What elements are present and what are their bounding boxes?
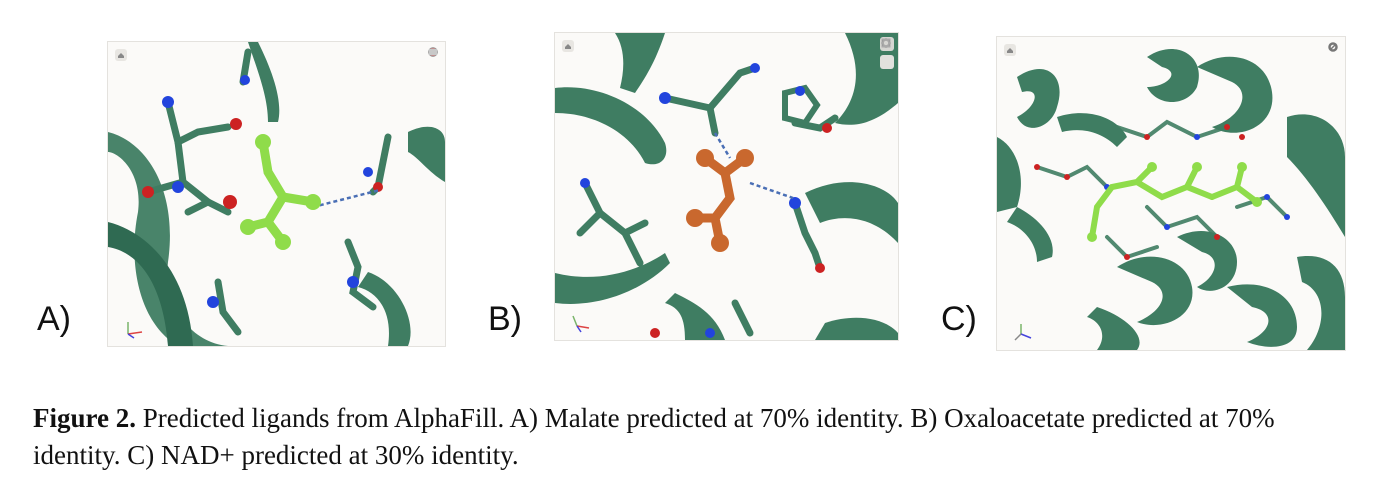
- settings-icon[interactable]: [880, 39, 894, 87]
- viewer-toolbar-c: [1327, 41, 1341, 91]
- molecule-viewer-b[interactable]: [554, 32, 899, 341]
- axes-icon: [1009, 320, 1037, 344]
- figure-caption: Figure 2. Predicted ligands from AlphaFi…: [33, 400, 1363, 474]
- zoom-icon[interactable]: [427, 47, 441, 78]
- zoom-icon[interactable]: [880, 39, 894, 69]
- home-icon[interactable]: [1003, 43, 1017, 57]
- ligand-b: [690, 153, 750, 248]
- panel-a-label: A): [37, 300, 71, 338]
- ligand-a: [243, 137, 318, 247]
- reset-icon[interactable]: [1327, 41, 1341, 55]
- structure-render-a: [108, 42, 445, 346]
- structure-render-b: [555, 33, 898, 340]
- camera-icon[interactable]: [880, 39, 894, 105]
- zoom-icon[interactable]: [1327, 43, 1341, 73]
- home-icon[interactable]: [561, 39, 575, 53]
- viewer-toolbar-b: [880, 37, 894, 123]
- molecule-viewer-c[interactable]: [996, 36, 1346, 351]
- viewer-toolbar-a: [427, 46, 441, 114]
- home-icon[interactable]: [114, 48, 128, 62]
- structure-render-c: [997, 48, 1345, 350]
- molecule-viewer-a[interactable]: [107, 41, 446, 347]
- axes-icon: [567, 310, 595, 334]
- panel-c-label: C): [941, 300, 977, 338]
- expand-icon[interactable]: [880, 38, 894, 123]
- caption-text: Predicted ligands from AlphaFill. A) Mal…: [33, 403, 1275, 470]
- settings-icon[interactable]: [427, 48, 441, 96]
- axes-icon: [120, 316, 148, 340]
- settings-icon[interactable]: [1327, 43, 1341, 91]
- camera-icon[interactable]: [427, 49, 441, 114]
- panel-b-label: B): [488, 300, 522, 338]
- figure-label: Figure 2.: [33, 403, 136, 433]
